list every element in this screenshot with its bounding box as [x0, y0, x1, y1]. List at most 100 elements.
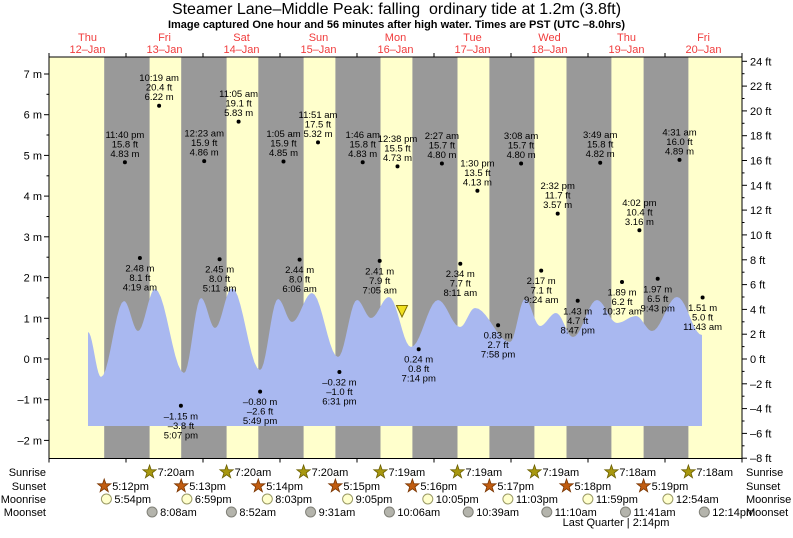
left-axis-label: –2 m: [18, 435, 42, 447]
upper-marker-label: 15.7 ft: [508, 141, 535, 152]
day-date-label[interactable]: 20–Jan: [685, 44, 721, 56]
tide-event-label: 0.8 ft: [408, 364, 429, 375]
tide-event-dot: [458, 261, 463, 266]
tide-event-label: 2.34 m: [446, 269, 475, 280]
day-name-label[interactable]: Sun: [309, 32, 329, 44]
sunset-time-label: 5:12pm: [112, 481, 149, 493]
moonrise-time-label: 11:03pm: [516, 494, 558, 506]
tide-event-label: 5:49 pm: [243, 416, 277, 427]
upper-marker-label: 16.0 ft: [666, 137, 693, 148]
tide-event-label: 2.41 m: [365, 266, 394, 277]
moonrise-circle-icon: [422, 493, 434, 505]
day-name-label[interactable]: Wed: [538, 32, 560, 44]
upper-marker-label: 13.5 ft: [464, 168, 491, 179]
tide-event-label: 5:07 pm: [164, 430, 198, 441]
upper-marker-label: 4.80 m: [507, 150, 536, 161]
upper-marker-label: 15.8 ft: [587, 140, 614, 151]
current-tide-marker-icon: [395, 305, 409, 319]
moonset-circle-icon: [305, 506, 317, 518]
day-name-label[interactable]: Tue: [463, 32, 482, 44]
day-date-label[interactable]: 14–Jan: [223, 44, 259, 56]
day-date-label[interactable]: 19–Jan: [608, 44, 644, 56]
day-date-label[interactable]: 12–Jan: [69, 44, 105, 56]
day-name-label[interactable]: Fri: [158, 32, 171, 44]
day-name-label[interactable]: Fri: [697, 32, 710, 44]
upper-marker-label: 15.9 ft: [191, 138, 218, 149]
moonrise-time-label: 11:59pm: [596, 494, 638, 506]
tide-event-dot: [496, 323, 501, 328]
upper-marker-label: 15.8 ft: [112, 139, 139, 150]
tide-event-label: 6.5 ft: [647, 294, 668, 305]
plot-border: [48, 56, 743, 459]
tide-event-label: 9:24 am: [524, 295, 558, 306]
moonset-time-label: 8:52am: [239, 507, 276, 519]
left-axis-label: 3 m: [24, 232, 42, 244]
upper-marker-dot: [157, 103, 162, 108]
upper-marker-label: 11:51 am: [299, 110, 338, 121]
moonrise-time-label: 5:54pm: [114, 494, 151, 506]
tide-event-label: 2.44 m: [285, 265, 314, 276]
tide-event-dot: [217, 257, 222, 262]
sunset-time-label: 5:13pm: [189, 481, 226, 493]
sunset-time-label: 5:16pm: [420, 481, 457, 493]
tide-event-label: 9:43 pm: [641, 303, 675, 314]
moonset-circle-icon: [146, 506, 158, 518]
sunset-star-icon: [173, 477, 190, 493]
tide-event-label: 2.7 ft: [488, 340, 509, 351]
moonset-time-label: 9:31am: [319, 507, 356, 519]
right-axis-label: 4 ft: [750, 304, 765, 316]
day-date-label[interactable]: 18–Jan: [531, 44, 567, 56]
day-name-label[interactable]: Thu: [617, 32, 636, 44]
day-date-label[interactable]: 16–Jan: [377, 44, 413, 56]
right-axis-label: 14 ft: [750, 180, 771, 192]
tide-event-label: –2.6 ft: [247, 407, 274, 418]
moonrise-time-label: 12:54am: [676, 494, 719, 506]
tide-event-label: 1.43 m: [563, 306, 592, 317]
right-axis-label: 18 ft: [750, 131, 771, 143]
moonset-circle-icon: [541, 506, 553, 518]
tide-event-label: 7.7 ft: [450, 279, 471, 290]
sunrise-time-label: 7:19am: [466, 467, 503, 479]
sunset-time-label: 5:15pm: [343, 481, 380, 493]
tide-event-dot: [539, 268, 544, 273]
moonset-time-label: 8:08am: [160, 507, 197, 519]
row-label-sunset-left: Sunset: [12, 481, 46, 493]
day-date-label[interactable]: 17–Jan: [454, 44, 490, 56]
tide-event-label: 8.0 ft: [209, 274, 230, 285]
upper-marker-dot: [475, 188, 480, 193]
sunrise-time-label: 7:20am: [312, 467, 349, 479]
row-label-moonset-left: Moonset: [4, 507, 46, 519]
sunrise-star-icon: [680, 463, 697, 479]
upper-marker-dot: [555, 211, 560, 216]
tide-event-dot: [137, 256, 142, 260]
moonset-time-label: 11:10am: [555, 507, 597, 519]
tide-curve-area: [88, 288, 702, 426]
right-axis-label: 12 ft: [750, 205, 771, 217]
moonrise-time-label: 8:03pm: [275, 494, 312, 506]
sunrise-star-icon: [295, 463, 312, 479]
right-axis-label: 6 ft: [750, 280, 765, 292]
upper-marker-label: 19.1 ft: [225, 99, 252, 110]
sunset-star-icon: [250, 477, 267, 493]
day-date-label[interactable]: 15–Jan: [300, 44, 336, 56]
day-date-label[interactable]: 13–Jan: [146, 44, 182, 56]
upper-marker-dot: [677, 157, 682, 162]
left-axis-label: 4 m: [24, 191, 42, 203]
right-axis-label: 16 ft: [750, 156, 771, 168]
left-axis-label: 2 m: [24, 273, 42, 285]
moonrise-circle-icon: [100, 493, 112, 505]
right-axis-label: 22 ft: [750, 81, 771, 93]
left-axis-label: 7 m: [24, 69, 42, 81]
page-title: Steamer Lane–Middle Peak: falling ordina…: [171, 1, 622, 18]
tide-event-label: 8:11 am: [443, 288, 477, 299]
day-name-label[interactable]: Mon: [385, 32, 406, 44]
upper-marker-label: 4.13 m: [463, 177, 492, 188]
moonrise-time-label: 9:05pm: [356, 494, 393, 506]
upper-marker-label: 10:19 am: [139, 73, 179, 84]
tide-event-dot: [337, 370, 342, 374]
day-name-label[interactable]: Sat: [233, 32, 250, 44]
day-name-label[interactable]: Thu: [78, 32, 97, 44]
row-label-sunrise-left: Sunrise: [9, 467, 46, 479]
upper-marker-label: 4.82 m: [586, 149, 615, 160]
